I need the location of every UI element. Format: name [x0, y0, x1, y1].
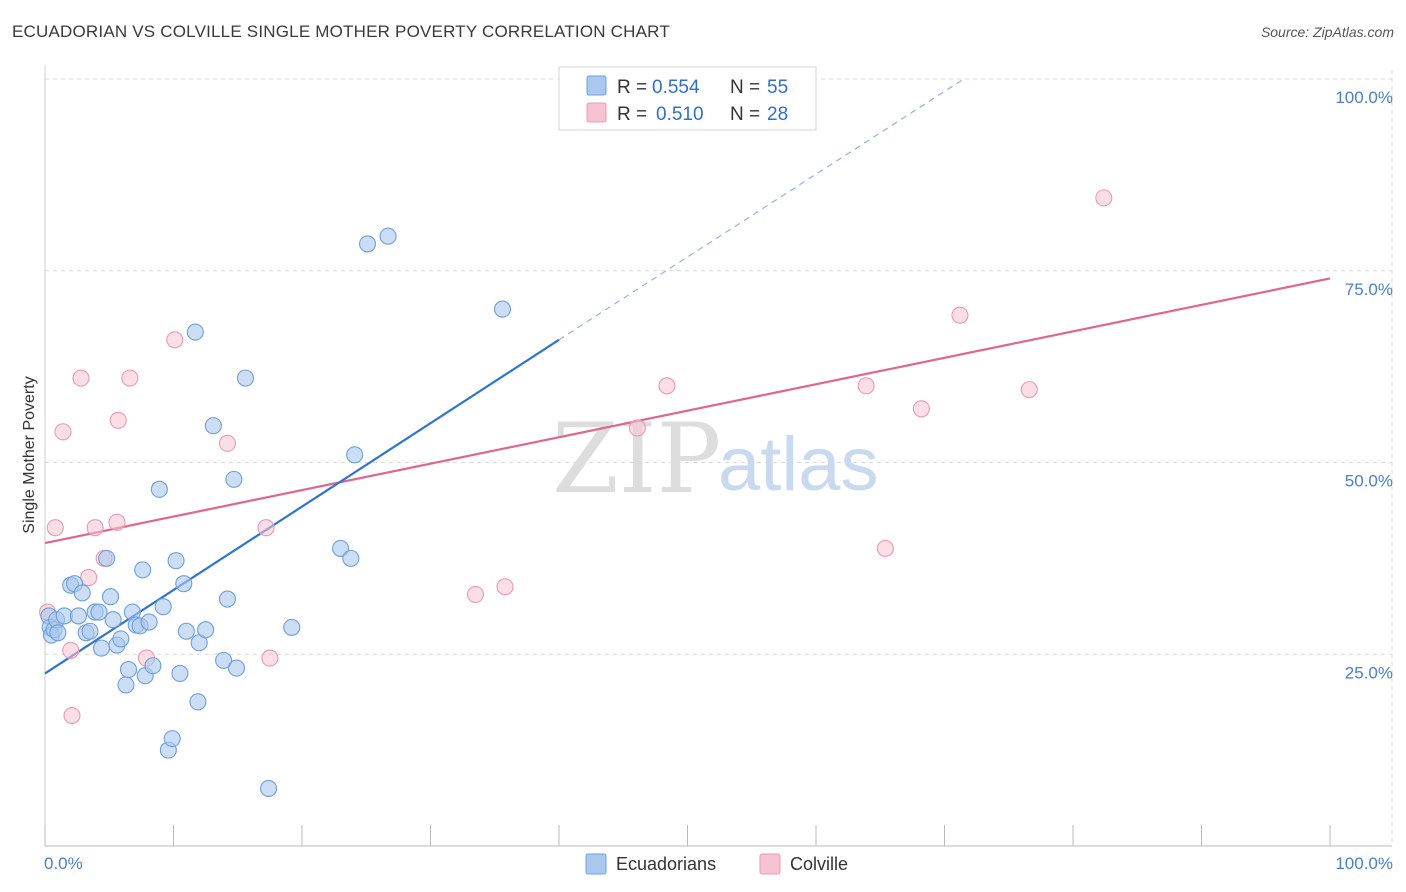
point-colville: [658, 377, 676, 395]
x-tick-label-min: 0.0%: [44, 854, 83, 873]
point-ecuadorians: [90, 603, 108, 621]
point-colville: [86, 519, 104, 537]
point-colville: [218, 434, 237, 452]
y-axis-label: Single Mother Poverty: [21, 376, 38, 533]
point-colville: [54, 423, 72, 441]
legend-n-value: 28: [767, 104, 788, 125]
data-points: [39, 70, 1113, 798]
point-ecuadorians: [167, 552, 185, 570]
point-colville: [628, 419, 646, 437]
point-ecuadorians: [358, 235, 377, 253]
point-ecuadorians: [144, 657, 162, 675]
point-ecuadorians: [225, 470, 243, 488]
point-colville: [496, 578, 514, 596]
point-colville: [166, 331, 184, 349]
point-ecuadorians: [186, 323, 204, 341]
point-ecuadorians: [171, 664, 189, 682]
axes: 25.0% 50.0% 75.0% 100.0% 0.0% 100.0%: [44, 66, 1393, 873]
legend-swatch-pink: [586, 102, 607, 123]
point-colville: [857, 377, 875, 395]
x-tick-label-max: 100.0%: [1335, 854, 1393, 873]
point-ecuadorians: [49, 624, 67, 642]
y-tick-label: 75.0%: [1345, 280, 1393, 299]
chart-title: ECUADORIAN VS COLVILLE SINGLE MOTHER POV…: [12, 22, 670, 41]
legend-r-label: R =: [617, 104, 647, 125]
point-colville: [80, 568, 98, 587]
point-ecuadorians: [119, 661, 138, 679]
point-colville: [108, 513, 126, 531]
point-ecuadorians: [73, 584, 91, 602]
point-colville: [1095, 189, 1113, 207]
point-colville: [62, 641, 80, 659]
point-ecuadorians: [101, 588, 120, 606]
point-colville: [912, 400, 930, 418]
legend-r-value: 0.510: [656, 104, 704, 125]
point-colville: [876, 539, 894, 557]
point-colville: [261, 649, 279, 667]
series-swatch-ecuadorians: [585, 853, 607, 875]
point-ecuadorians: [260, 779, 278, 798]
point-ecuadorians: [197, 621, 215, 639]
point-ecuadorians: [81, 622, 99, 640]
series-label-ecuadorians: Ecuadorians: [616, 854, 716, 874]
point-ecuadorians: [92, 639, 111, 657]
trend-line-ecuadorians: [44, 338, 560, 675]
series-legend: Ecuadorians Colville: [585, 853, 848, 875]
trend-line-colville: [44, 277, 1331, 545]
series-label-colville: Colville: [790, 854, 848, 874]
point-ecuadorians: [189, 693, 207, 711]
point-colville: [951, 306, 969, 324]
point-ecuadorians: [218, 590, 237, 608]
point-ecuadorians: [342, 549, 360, 567]
y-tick-label: 100.0%: [1335, 88, 1393, 107]
point-ecuadorians: [331, 539, 350, 557]
y-tick-label: 50.0%: [1345, 472, 1393, 491]
point-colville: [466, 585, 485, 603]
point-ecuadorians: [283, 618, 301, 636]
point-ecuadorians: [493, 300, 512, 318]
y-tick-label: 25.0%: [1345, 663, 1393, 682]
legend-n-label: N =: [730, 104, 760, 125]
trend-line-ecuadorians-extension: [558, 78, 965, 341]
point-ecuadorians: [177, 622, 195, 640]
legend-swatch-blue: [586, 75, 607, 96]
point-ecuadorians: [140, 613, 158, 631]
point-colville: [1020, 381, 1038, 399]
point-colville: [257, 519, 275, 537]
point-ecuadorians: [117, 676, 135, 694]
point-ecuadorians: [379, 227, 397, 245]
point-ecuadorians: [204, 417, 222, 435]
point-ecuadorians: [98, 549, 116, 567]
point-ecuadorians: [134, 561, 152, 579]
point-ecuadorians: [112, 630, 130, 648]
point-colville: [46, 519, 64, 537]
point-colville: [72, 369, 90, 387]
point-ecuadorians: [154, 598, 172, 616]
point-ecuadorians: [150, 480, 168, 498]
series-swatch-colville: [759, 853, 781, 875]
point-ecuadorians: [236, 369, 255, 387]
point-ecuadorians: [346, 446, 364, 464]
point-colville: [63, 707, 81, 725]
point-ecuadorians: [104, 611, 122, 629]
point-ecuadorians: [215, 651, 233, 669]
legend-n-value: 55: [767, 77, 788, 98]
legend-r-label: R =: [617, 77, 647, 98]
legend-r-value: 0.554: [652, 77, 700, 98]
point-ecuadorians: [227, 659, 246, 677]
watermark-atlas: atlas: [718, 422, 879, 507]
point-colville: [121, 369, 139, 387]
point-colville: [109, 411, 127, 429]
correlation-legend: R = 0.554 N = 55 R = 0.510 N = 28: [558, 66, 817, 131]
source-credit: Source: ZipAtlas.com: [1260, 24, 1394, 40]
point-ecuadorians: [69, 607, 87, 625]
legend-n-label: N =: [730, 77, 760, 98]
point-ecuadorians: [163, 730, 181, 748]
point-ecuadorians: [175, 575, 193, 593]
watermark: ZIP atlas: [552, 403, 879, 515]
